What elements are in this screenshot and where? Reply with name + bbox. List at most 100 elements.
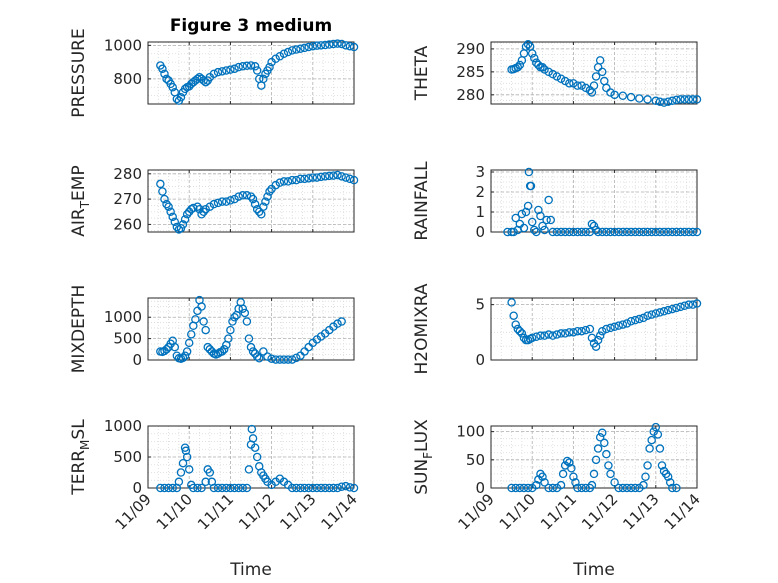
data-point: [618, 483, 628, 493]
data-point: [296, 44, 305, 53]
data-point: [267, 354, 276, 363]
data-point: [292, 483, 301, 493]
data-point: [659, 98, 669, 107]
x-axis-label-right: Time: [572, 560, 615, 580]
data-point: [166, 207, 175, 217]
data-point: [552, 330, 562, 339]
data-point: [635, 314, 644, 324]
data-point: [333, 170, 342, 180]
data-point: [655, 97, 665, 106]
subplot-6: 0 5 H2OMIXRA: [412, 283, 702, 375]
data-point: [213, 67, 223, 77]
data-point: [684, 300, 694, 309]
data-point: [199, 317, 208, 326]
data-point: [333, 319, 342, 328]
data-point: [304, 483, 313, 493]
x-tick-label: 11/10: [153, 490, 196, 533]
data-point: [271, 54, 280, 64]
data-point: [265, 62, 274, 72]
data-point: [296, 483, 305, 493]
data-point: [279, 177, 289, 186]
data-point: [536, 211, 545, 221]
data-point: [597, 326, 607, 336]
y-tick-label: 500: [113, 330, 142, 348]
data-point: [224, 334, 233, 343]
data-point: [622, 227, 632, 237]
data-point: [230, 194, 239, 204]
data-point: [205, 202, 215, 211]
data-point: [246, 342, 256, 352]
data-point: [349, 483, 359, 493]
data-point: [672, 227, 681, 237]
data-point: [577, 483, 586, 493]
data-point: [587, 219, 597, 229]
data-point: [560, 76, 570, 86]
data-point: [254, 354, 264, 363]
data-point: [275, 355, 285, 364]
subplot-8: 11/0911/1011/1111/1211/1311/14050100SUNF…: [412, 419, 704, 534]
y-tick-label: 260: [113, 215, 142, 233]
data-point: [680, 301, 689, 310]
data-point: [527, 333, 537, 343]
data-point: [217, 347, 227, 356]
data-point: [595, 56, 605, 65]
data-point: [538, 472, 547, 481]
data-point: [523, 40, 533, 49]
data-point: [573, 227, 582, 237]
x-tick-label: 11/13: [619, 490, 662, 533]
data-point: [643, 95, 652, 104]
data-point: [538, 221, 547, 231]
data-point: [622, 483, 632, 493]
data-point: [542, 215, 551, 225]
data-point: [329, 483, 338, 493]
data-point: [672, 483, 681, 493]
data-point: [573, 81, 582, 90]
y-axis-label: RAINFALL: [412, 161, 432, 241]
data-point: [577, 227, 586, 237]
data-point: [162, 199, 171, 209]
data-point: [540, 478, 549, 487]
data-point: [222, 483, 231, 493]
data-point: [263, 192, 272, 201]
y-tick-label: 1000: [104, 417, 142, 435]
data-point: [333, 483, 342, 493]
data-point: [655, 227, 665, 237]
data-point: [562, 456, 572, 466]
data-point: [172, 94, 182, 104]
data-point: [246, 192, 256, 201]
data-point: [595, 433, 605, 442]
y-axis-label: THETA: [412, 45, 432, 101]
data-point: [238, 483, 248, 493]
data-point: [325, 483, 334, 493]
data-point: [162, 74, 171, 84]
y-tick-label: 0: [475, 351, 485, 369]
data-point: [569, 79, 578, 88]
y-tick-label: 1000: [104, 308, 142, 326]
data-point: [174, 225, 184, 234]
data-point: [548, 69, 558, 79]
data-point: [209, 199, 219, 209]
data-point: [655, 444, 665, 453]
data-point: [222, 197, 231, 206]
data-point: [626, 227, 636, 237]
data-point: [663, 472, 673, 481]
data-point: [238, 62, 248, 71]
data-point: [606, 323, 615, 333]
data-point: [692, 95, 702, 104]
data-point: [672, 303, 681, 313]
data-point: [565, 79, 574, 88]
data-point: [538, 63, 547, 72]
axes-box: [490, 297, 698, 361]
data-point: [663, 305, 673, 315]
data-point: [509, 311, 518, 320]
data-point: [238, 304, 248, 313]
data-point: [246, 61, 256, 70]
data-point: [259, 74, 268, 84]
data-point: [519, 483, 529, 493]
data-point: [651, 96, 661, 106]
data-point: [304, 174, 313, 183]
subplot-4: 0 1 2 3 RAINFALL: [412, 161, 702, 241]
data-point: [250, 199, 260, 209]
data-point: [597, 67, 607, 77]
